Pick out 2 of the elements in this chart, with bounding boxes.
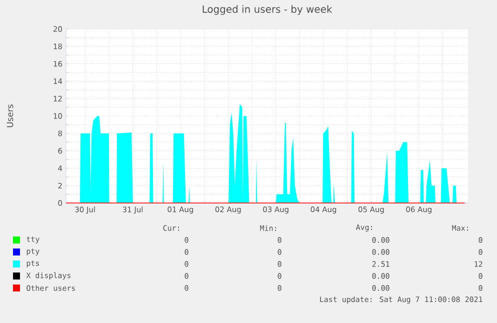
chart-title: Logged in users - by week — [202, 5, 332, 15]
y-axis-title: Users — [6, 104, 14, 128]
